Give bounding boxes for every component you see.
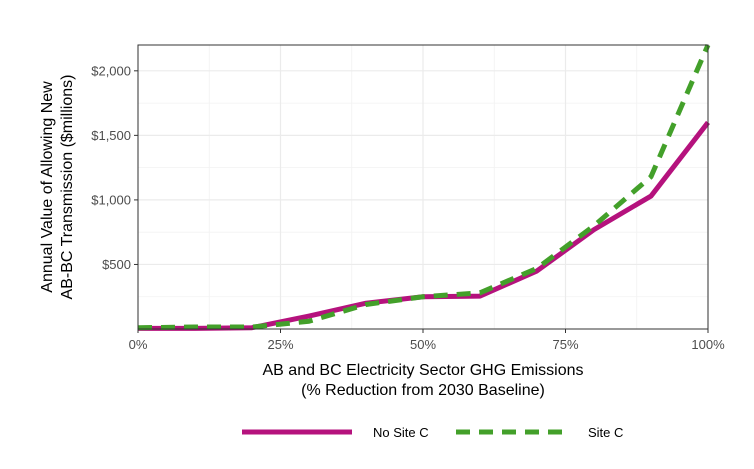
legend-label-site-c: Site C xyxy=(588,425,623,440)
x-tick-label: 100% xyxy=(691,337,725,352)
y-tick-label: $2,000 xyxy=(91,63,131,78)
x-axis-title-line-1: AB and BC Electricity Sector GHG Emissio… xyxy=(263,362,584,379)
legend: No Site C Site C xyxy=(242,425,623,440)
y-tick-label: $1,500 xyxy=(91,128,131,143)
y-tick-label: $500 xyxy=(102,257,131,272)
series-line-site-c xyxy=(137,44,711,331)
x-tick-label: 75% xyxy=(552,337,578,352)
legend-label-no-site-c: No Site C xyxy=(373,425,429,440)
x-tick-label: 50% xyxy=(410,337,436,352)
y-axis-title-line-2: AB-BC Transmission ($millions) xyxy=(59,75,76,300)
y-axis-ticks: $500 $1,000 $1,500 $2,000 xyxy=(91,63,138,272)
y-tick-label: $1,000 xyxy=(91,192,131,207)
y-axis-title-line-1: Annual Value of Allowing New xyxy=(39,81,56,293)
x-tick-label: 25% xyxy=(267,337,293,352)
x-axis-ticks: 0% 25% 50% 75% 100% xyxy=(129,329,725,352)
x-axis-title-line-2: (% Reduction from 2030 Baseline) xyxy=(301,382,545,399)
series-lines xyxy=(137,44,711,331)
x-tick-label: 0% xyxy=(129,337,148,352)
